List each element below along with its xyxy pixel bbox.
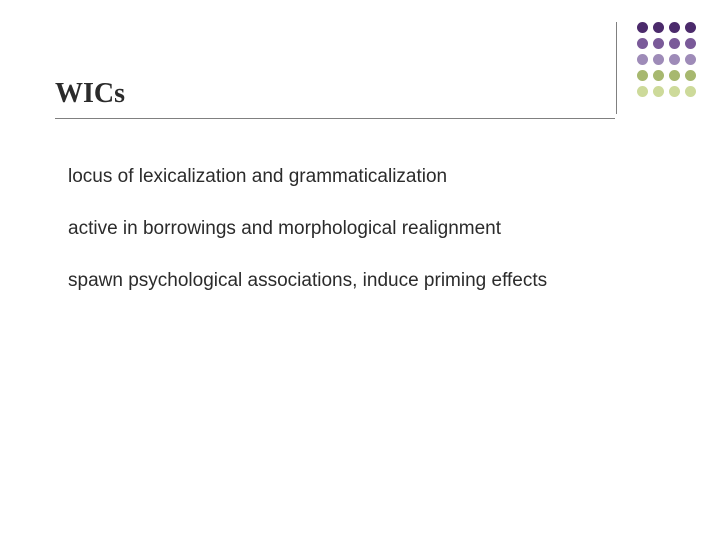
dot-row <box>632 54 696 65</box>
decor-dot-grid <box>632 22 696 102</box>
bullet-item: spawn psychological associations, induce… <box>68 269 628 293</box>
decor-dot <box>653 70 664 81</box>
bullet-list: locus of lexicalization and grammaticali… <box>68 165 628 320</box>
decor-dot <box>685 86 696 97</box>
decor-dot <box>653 38 664 49</box>
decor-dot <box>669 54 680 65</box>
decor-dot <box>669 70 680 81</box>
decor-dot <box>637 54 648 65</box>
decor-dot <box>653 22 664 33</box>
bullet-item: locus of lexicalization and grammaticali… <box>68 165 628 189</box>
decor-dot <box>685 38 696 49</box>
decor-dot <box>685 54 696 65</box>
decor-dot <box>637 70 648 81</box>
dot-row <box>632 86 696 97</box>
slide-title: WICs <box>55 78 125 110</box>
decor-dot <box>653 54 664 65</box>
title-underline <box>55 118 615 119</box>
decor-dot <box>669 86 680 97</box>
decor-divider <box>616 22 617 114</box>
decor-dot <box>669 22 680 33</box>
decor-dot <box>637 86 648 97</box>
bullet-item: active in borrowings and morphological r… <box>68 217 628 241</box>
decor-dot <box>685 70 696 81</box>
decor-dot <box>637 22 648 33</box>
decor-dot <box>685 22 696 33</box>
decor-dot <box>653 86 664 97</box>
dot-row <box>632 22 696 33</box>
dot-row <box>632 70 696 81</box>
dot-row <box>632 38 696 49</box>
decor-dot <box>669 38 680 49</box>
decor-dot <box>637 38 648 49</box>
